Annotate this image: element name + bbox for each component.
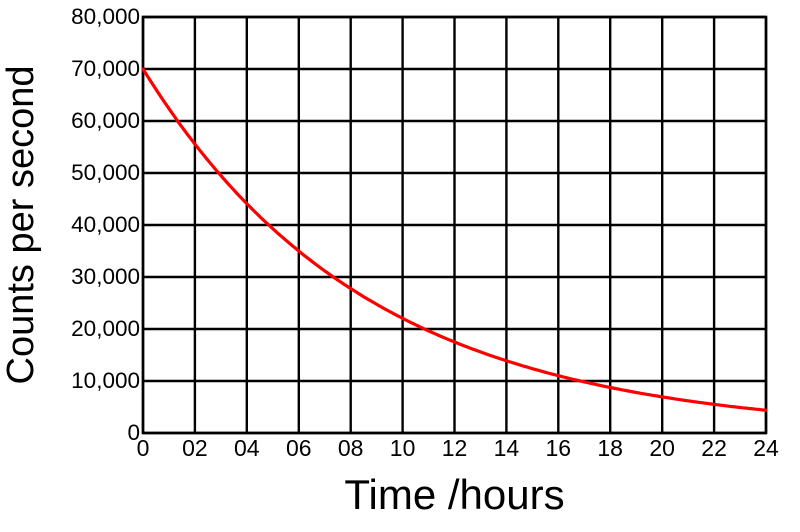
svg-text:08: 08 — [338, 435, 364, 461]
svg-text:10,000: 10,000 — [71, 368, 140, 393]
svg-text:04: 04 — [234, 435, 260, 461]
svg-text:20: 20 — [649, 435, 675, 461]
svg-text:60,000: 60,000 — [71, 108, 140, 133]
svg-text:40,000: 40,000 — [71, 212, 140, 237]
svg-text:24: 24 — [753, 435, 779, 461]
svg-text:Time /hours: Time /hours — [344, 471, 564, 518]
svg-text:30,000: 30,000 — [71, 264, 140, 289]
svg-text:18: 18 — [597, 435, 623, 461]
svg-text:12: 12 — [442, 435, 468, 461]
svg-text:14: 14 — [494, 435, 520, 461]
svg-text:Counts per second: Counts per second — [0, 66, 42, 385]
svg-text:06: 06 — [286, 435, 312, 461]
svg-text:80,000: 80,000 — [71, 4, 140, 29]
svg-text:10: 10 — [390, 435, 416, 461]
svg-text:50,000: 50,000 — [71, 160, 140, 185]
svg-text:02: 02 — [182, 435, 208, 461]
svg-text:0: 0 — [127, 420, 140, 445]
svg-text:16: 16 — [546, 435, 572, 461]
svg-text:70,000: 70,000 — [71, 56, 140, 81]
svg-text:20,000: 20,000 — [71, 316, 140, 341]
svg-text:22: 22 — [701, 435, 727, 461]
